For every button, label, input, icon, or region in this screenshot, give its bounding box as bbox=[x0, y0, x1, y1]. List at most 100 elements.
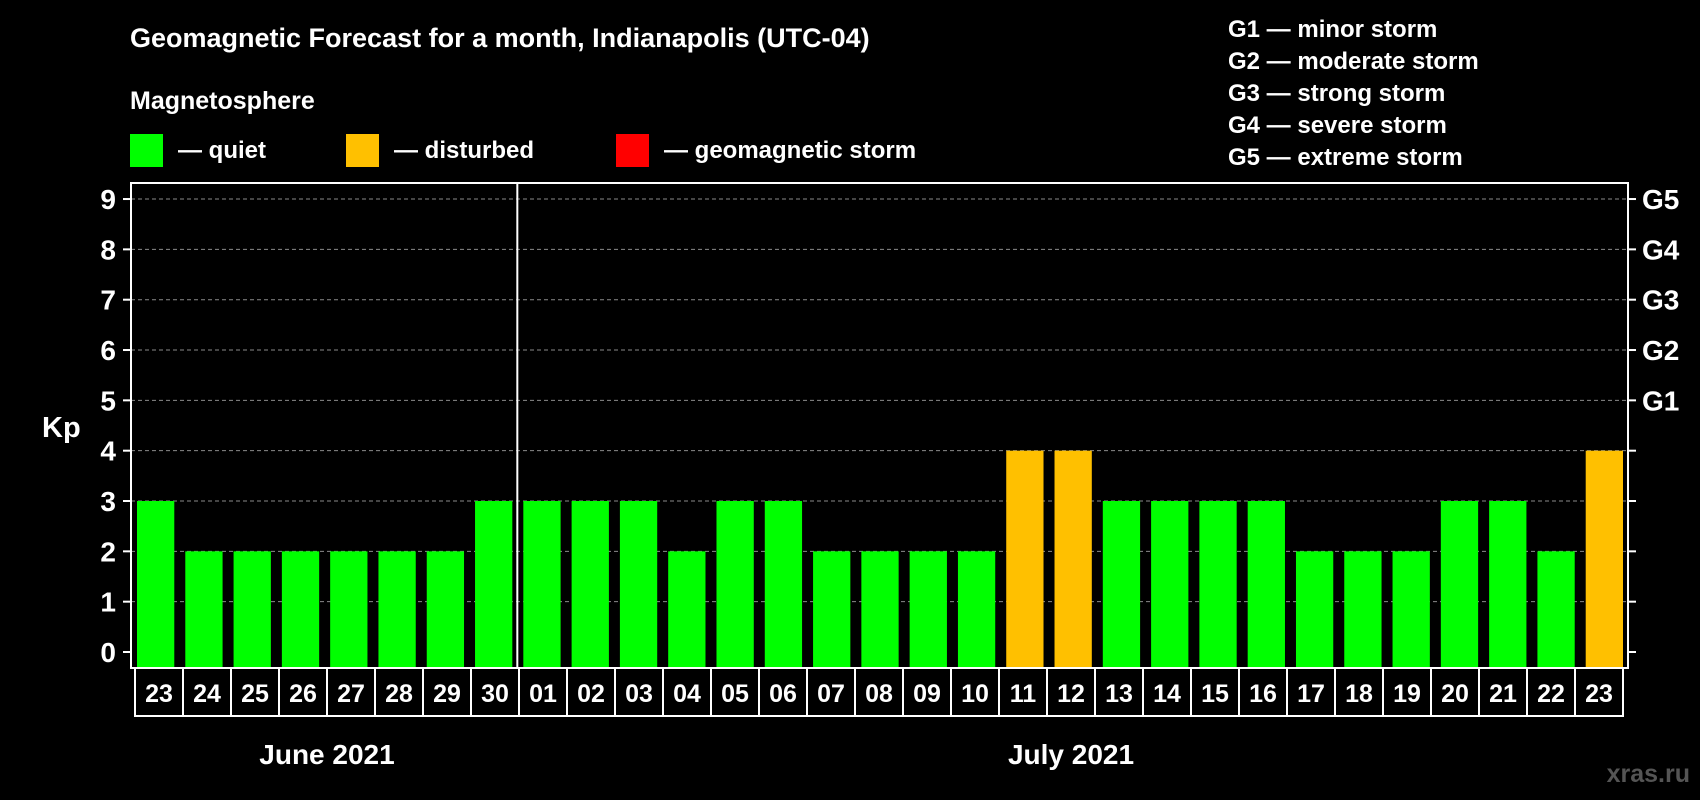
date-label: 20 bbox=[1441, 680, 1469, 708]
bar-28 bbox=[1489, 501, 1527, 667]
bar-20 bbox=[1102, 501, 1141, 667]
date-label: 22 bbox=[1537, 680, 1565, 708]
date-label: 26 bbox=[289, 680, 317, 708]
storm-legend-g4: G4 — severe storm bbox=[1228, 112, 1447, 139]
y-tick-label: 7 bbox=[100, 285, 116, 316]
bars bbox=[137, 450, 1623, 667]
bar-11 bbox=[668, 551, 706, 667]
bar-24 bbox=[1295, 551, 1334, 667]
bar-29 bbox=[1537, 551, 1575, 667]
g-scale-ticks: G1 G2 G3 G4 G5 bbox=[1628, 184, 1680, 653]
storm-legend-g1: G1 — minor storm bbox=[1228, 16, 1437, 43]
date-label: 18 bbox=[1345, 680, 1373, 708]
date-label: 13 bbox=[1105, 680, 1133, 708]
bar-13 bbox=[764, 501, 803, 667]
bar-6 bbox=[426, 551, 465, 667]
date-label: 11 bbox=[1010, 680, 1037, 708]
bar-19 bbox=[1054, 450, 1092, 667]
date-label: 25 bbox=[241, 680, 269, 708]
date-label: 09 bbox=[913, 680, 941, 708]
g-scale-label: G5 bbox=[1642, 184, 1679, 215]
bar-3 bbox=[281, 551, 320, 667]
date-label: 28 bbox=[385, 680, 413, 708]
legend-label-storm: — geomagnetic storm bbox=[664, 137, 916, 164]
bar-8 bbox=[523, 501, 561, 667]
g-scale-label: G2 bbox=[1642, 335, 1679, 366]
bar-14 bbox=[813, 551, 851, 667]
date-label: 16 bbox=[1249, 680, 1277, 708]
storm-legend: G1 — minor storm G2 — moderate storm G3 … bbox=[1228, 16, 1479, 171]
y-tick-label: 4 bbox=[100, 436, 116, 467]
bar-4 bbox=[330, 551, 368, 667]
y-tick-label: 2 bbox=[100, 536, 116, 567]
legend-label-quiet: — quiet bbox=[178, 137, 266, 164]
g-scale-label: G1 bbox=[1642, 385, 1679, 416]
bar-16 bbox=[909, 551, 947, 667]
date-label: 14 bbox=[1153, 680, 1181, 708]
y-axis-label: Kp bbox=[42, 412, 81, 444]
bar-7 bbox=[475, 501, 513, 667]
bar-23 bbox=[1247, 501, 1285, 667]
date-label: 01 bbox=[529, 680, 557, 708]
bar-18 bbox=[1006, 450, 1044, 667]
bar-22 bbox=[1199, 501, 1237, 667]
bar-10 bbox=[619, 501, 658, 667]
date-label: 24 bbox=[193, 680, 221, 708]
bar-26 bbox=[1392, 551, 1430, 667]
bar-27 bbox=[1440, 501, 1479, 667]
bar-5 bbox=[378, 551, 416, 667]
date-label: 05 bbox=[721, 680, 749, 708]
y-tick-label: 5 bbox=[100, 385, 116, 416]
month-labels: June 2021 July 2021 bbox=[259, 739, 1134, 770]
date-cells: 23 24 25 26 27 28 29 30 01 02 03 04 05 06 07 08 09 10 11 12… bbox=[134, 667, 1624, 717]
bar-9 bbox=[571, 501, 609, 667]
y-tick-label: 9 bbox=[100, 184, 116, 215]
legend-label-disturbed: — disturbed bbox=[394, 137, 534, 164]
storm-legend-g5: G5 — extreme storm bbox=[1228, 144, 1463, 171]
date-label: 10 bbox=[961, 680, 989, 708]
date-label: 03 bbox=[625, 680, 653, 708]
date-label: 17 bbox=[1297, 680, 1325, 708]
date-label: 19 bbox=[1393, 680, 1421, 708]
bar-2 bbox=[233, 551, 271, 667]
date-label: 30 bbox=[481, 680, 509, 708]
date-row-border bbox=[134, 667, 1624, 717]
y-tick-label: 3 bbox=[100, 486, 116, 517]
bar-30 bbox=[1585, 450, 1623, 667]
legend-swatch-quiet bbox=[130, 134, 163, 167]
date-label: 23 bbox=[1585, 680, 1613, 708]
date-label: 08 bbox=[865, 680, 893, 708]
bar-0 bbox=[137, 501, 175, 667]
g-scale-label: G4 bbox=[1642, 234, 1680, 265]
date-label: 27 bbox=[337, 680, 365, 708]
storm-legend-g3: G3 — strong storm bbox=[1228, 80, 1445, 107]
legend-title: Magnetosphere bbox=[130, 87, 315, 115]
date-label: 07 bbox=[817, 680, 845, 708]
bar-21 bbox=[1151, 501, 1189, 667]
y-tick-label: 0 bbox=[100, 637, 116, 668]
date-label: 15 bbox=[1201, 680, 1229, 708]
bar-15 bbox=[861, 551, 899, 667]
date-label: 04 bbox=[673, 680, 701, 708]
chart-title: Geomagnetic Forecast for a month, Indian… bbox=[130, 23, 870, 53]
legend: — quiet — disturbed — geomagnetic storm bbox=[130, 134, 916, 167]
date-label: 29 bbox=[433, 680, 461, 708]
y-axis-ticks: 0 1 2 3 4 5 6 7 8 9 bbox=[100, 184, 131, 668]
legend-swatch-disturbed bbox=[346, 134, 379, 167]
bar-12 bbox=[716, 501, 754, 667]
storm-legend-g2: G2 — moderate storm bbox=[1228, 48, 1479, 75]
y-tick-label: 6 bbox=[100, 335, 116, 366]
date-label: 23 bbox=[145, 680, 173, 708]
bar-17 bbox=[957, 551, 996, 667]
date-label: 02 bbox=[577, 680, 605, 708]
date-label: 21 bbox=[1489, 680, 1517, 708]
date-label: 06 bbox=[769, 680, 797, 708]
legend-swatch-storm bbox=[616, 134, 649, 167]
date-label: 12 bbox=[1057, 680, 1085, 708]
bar-1 bbox=[185, 551, 223, 667]
month-label: June 2021 bbox=[259, 739, 394, 770]
month-label: July 2021 bbox=[1008, 739, 1134, 770]
y-tick-label: 8 bbox=[100, 234, 116, 265]
watermark: xras.ru bbox=[1607, 760, 1690, 788]
